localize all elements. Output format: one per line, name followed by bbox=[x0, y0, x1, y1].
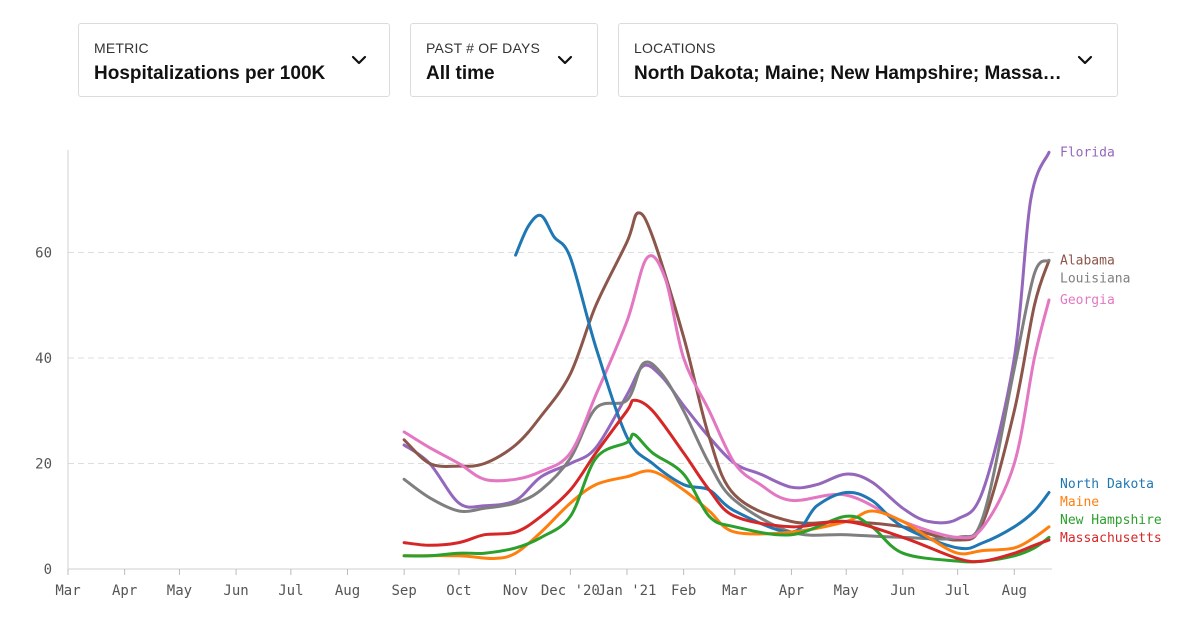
chevron-down-icon bbox=[351, 55, 367, 65]
metric-dropdown[interactable]: METRIC Hospitalizations per 100K bbox=[78, 23, 390, 97]
locations-label: LOCATIONS bbox=[634, 40, 716, 56]
chevron-down-icon bbox=[557, 55, 573, 65]
y-tick-label: 20 bbox=[35, 457, 52, 473]
metric-label: METRIC bbox=[94, 40, 149, 56]
x-tick-label: Jun bbox=[223, 583, 248, 599]
series-label-alabama: Alabama bbox=[1060, 253, 1115, 268]
series-line-florida bbox=[402, 150, 1051, 525]
x-tick-label: Nov bbox=[503, 583, 528, 599]
axes: 0 20 40 60 Mar Apr May Jun Jul Aug Sep Oct Nov Dec '2… bbox=[35, 150, 1052, 599]
x-tick-label: Aug bbox=[1002, 583, 1027, 599]
y-tick-label: 60 bbox=[35, 246, 52, 262]
x-tick-label: Mar bbox=[55, 583, 80, 599]
x-tick-label: Jul bbox=[945, 583, 970, 599]
x-tick-label: Jul bbox=[278, 583, 303, 599]
x-tick-label: Apr bbox=[779, 583, 804, 599]
grid-lines bbox=[68, 252, 1055, 464]
series-label-north-dakota: North Dakota bbox=[1060, 477, 1154, 492]
x-tick-label: May bbox=[834, 583, 859, 599]
series-line-massachusetts bbox=[402, 398, 1051, 564]
y-tick-label: 40 bbox=[35, 351, 52, 367]
series-label-georgia: Georgia bbox=[1060, 293, 1115, 308]
series-lines bbox=[402, 150, 1051, 564]
x-tick-label: May bbox=[167, 583, 192, 599]
days-dropdown[interactable]: PAST # OF DAYS All time bbox=[410, 23, 598, 97]
chevron-down-icon bbox=[1077, 55, 1093, 65]
x-tick-label: Aug bbox=[335, 583, 360, 599]
x-tick-label: Feb bbox=[671, 583, 696, 599]
series-labels: Florida Alabama Louisiana Georgia North Dako… bbox=[1060, 145, 1162, 546]
y-tick-label: 0 bbox=[44, 562, 52, 578]
series-line-north-dakota bbox=[514, 213, 1051, 551]
x-tick-label: Jan '21 bbox=[597, 583, 656, 599]
x-tick-label: Jun bbox=[890, 583, 915, 599]
series-label-maine: Maine bbox=[1060, 495, 1099, 510]
series-label-florida: Florida bbox=[1060, 145, 1115, 160]
x-tick-label: Oct bbox=[446, 583, 471, 599]
series-label-louisiana: Louisiana bbox=[1060, 271, 1130, 286]
series-line-louisiana bbox=[402, 258, 1051, 541]
x-tick-label: Dec '20 bbox=[541, 583, 600, 599]
series-label-new-hampshire: New Hampshire bbox=[1060, 513, 1162, 528]
series-line-new-hampshire bbox=[402, 432, 1051, 564]
days-label: PAST # OF DAYS bbox=[426, 40, 541, 56]
series-label-massachusetts: Massachusetts bbox=[1060, 531, 1162, 546]
x-tick-label: Mar bbox=[722, 583, 747, 599]
x-tick-label: Sep bbox=[391, 583, 416, 599]
locations-dropdown[interactable]: LOCATIONS North Dakota; Maine; New Hamps… bbox=[618, 23, 1118, 97]
x-tick-label: Apr bbox=[112, 583, 137, 599]
series-line-georgia bbox=[402, 254, 1051, 540]
